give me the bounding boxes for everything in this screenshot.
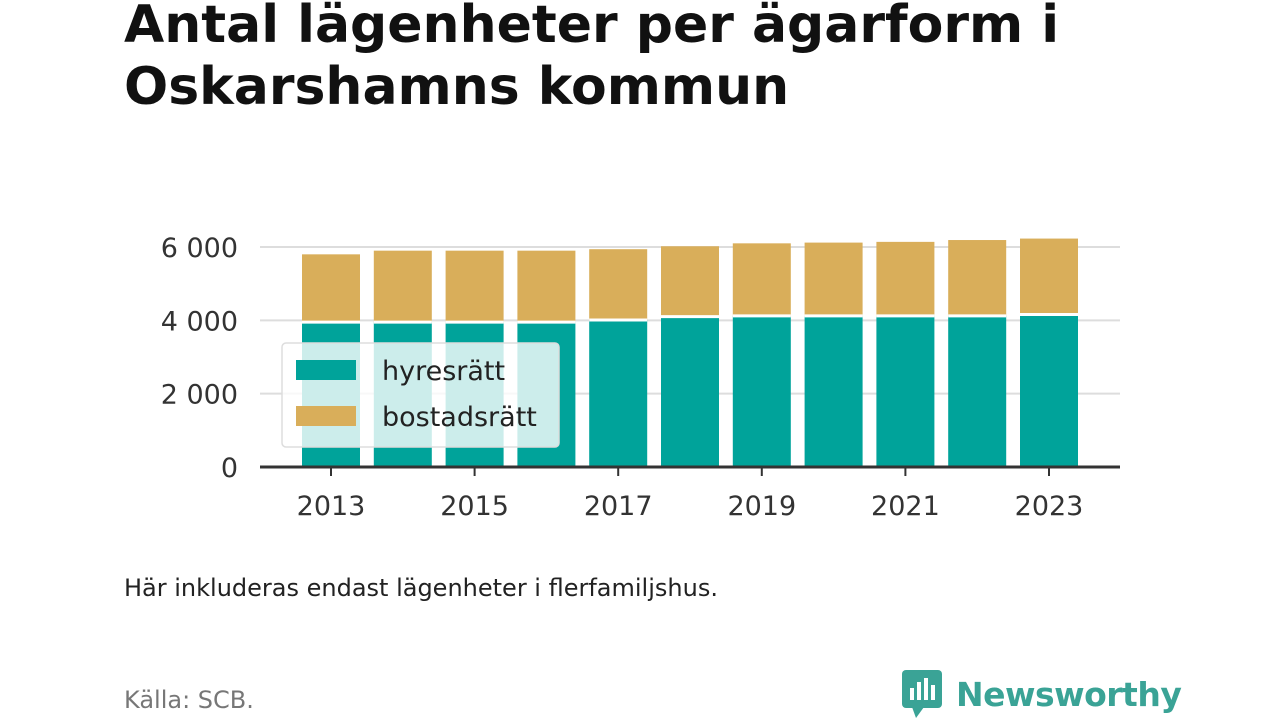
y-tick-label: 4 000	[161, 306, 238, 337]
legend-label: hyresrätt	[382, 356, 505, 387]
x-tick-label: 2017	[584, 491, 653, 522]
bar-hyresratt	[589, 319, 648, 467]
legend-label: bostadsrätt	[382, 402, 537, 433]
y-tick-label: 0	[221, 453, 238, 484]
bar-bostadsratt	[373, 250, 432, 323]
x-tick-label: 2021	[871, 491, 940, 522]
stacked-bar-chart: 0 2 000 4 000 6 000 2013 2015 2017 2019 2021 2023…	[161, 233, 1120, 522]
x-tick-label: 2013	[297, 491, 366, 522]
x-tick-label: 2015	[440, 491, 509, 522]
bar-bostadsratt	[589, 249, 648, 320]
x-tick-label: 2019	[727, 491, 796, 522]
bar-bostadsratt	[948, 240, 1007, 316]
bar-bostadsratt	[517, 250, 576, 323]
bar-hyresratt	[876, 315, 935, 467]
bar-hyresratt	[948, 315, 1007, 467]
x-tick-label: 2023	[1015, 491, 1084, 522]
legend-swatch	[296, 406, 356, 426]
bar-bostadsratt	[876, 241, 935, 316]
newsworthy-logo-icon	[902, 670, 942, 718]
chart-note: Här inkluderas endast lägenheter i flerf…	[124, 574, 718, 602]
bar-bostadsratt	[804, 242, 863, 316]
brand-logo: Newsworthy	[902, 670, 1182, 718]
y-tick-label: 2 000	[161, 380, 238, 411]
y-tick-label: 6 000	[161, 233, 238, 264]
bar-bostadsratt	[1020, 238, 1078, 315]
legend: hyresrätt bostadsrätt	[281, 342, 560, 448]
bar-hyresratt	[732, 315, 791, 467]
bar-bostadsratt	[445, 250, 504, 323]
bar-bostadsratt	[302, 254, 360, 323]
bar-hyresratt	[661, 316, 719, 467]
bar-hyresratt	[804, 315, 863, 467]
chart-title: Antal lägenheter per ägarform i Oskarsha…	[124, 0, 1124, 118]
bar-bostadsratt	[661, 246, 719, 317]
axes: 0 2 000 4 000 6 000 2013 2015 2017 2019 2021 2023	[161, 233, 1120, 522]
brand-name: Newsworthy	[956, 674, 1182, 714]
chart-title-line-1: Antal lägenheter per ägarform i	[124, 0, 1060, 55]
chart-title-line-2: Oskarshamns kommun	[124, 57, 790, 117]
bar-hyresratt	[1020, 314, 1078, 467]
source-credit: Källa: SCB.	[124, 686, 254, 714]
bar-bostadsratt	[732, 243, 791, 316]
legend-swatch	[296, 360, 356, 380]
